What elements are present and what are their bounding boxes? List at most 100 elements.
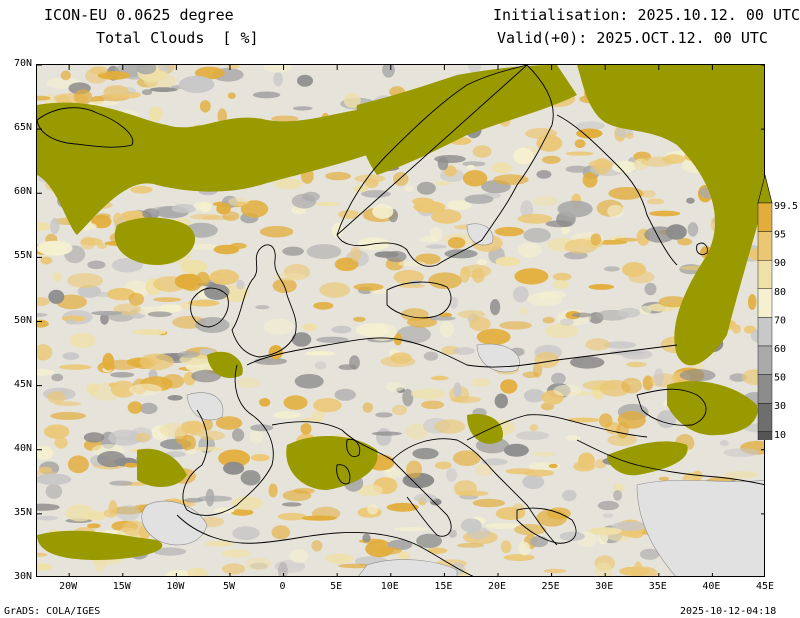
cloud-cell [444, 249, 478, 259]
cloud-cell [54, 401, 82, 407]
initialisation-time: Initialisation: 2025.10.12. 00 UTC [493, 6, 800, 24]
colorbar-swatches: 99.5 95 90 80 70 60 50 30 10 [757, 174, 798, 461]
cloud-cell [439, 321, 454, 338]
cloud-cell [289, 549, 309, 564]
cloud-cell [613, 483, 625, 493]
cloud-cell [240, 200, 269, 218]
cloud-cell [122, 520, 146, 536]
cloud-cell [499, 321, 532, 330]
cloud-cell [427, 547, 448, 554]
colorbar-label: 95 [774, 230, 786, 241]
overcast-areas [37, 65, 764, 560]
cloud-cell [110, 372, 135, 378]
cloud-cell [37, 503, 60, 511]
cloud-cell [576, 121, 606, 130]
cloud-cell [153, 297, 182, 302]
cloud-cell [254, 357, 287, 365]
cloud-cell [391, 404, 408, 416]
lat-tick-label: 50N [13, 314, 32, 326]
cloud-cell [319, 282, 351, 298]
cloud-cell [367, 503, 379, 515]
cloud-cell [551, 372, 566, 385]
cloud-cell [495, 507, 526, 520]
cloud-cell [249, 429, 264, 444]
cloud-cell [87, 523, 101, 529]
colorbar-label: 70 [774, 315, 786, 326]
cloud-cell [476, 328, 511, 346]
cloud-cell [51, 373, 64, 382]
cloud-cell [585, 338, 611, 351]
cloud-cell [353, 316, 366, 322]
cloud-cell [157, 65, 168, 72]
cloud-cell [517, 242, 542, 258]
lat-tick-label: 60N [13, 186, 32, 198]
cloud-cell [450, 396, 481, 404]
cloud-cell [40, 256, 53, 265]
cloud-cell [113, 212, 123, 226]
cloud-cell [625, 361, 647, 368]
cloud-cell [603, 341, 637, 349]
colorbar-swatch [757, 402, 773, 432]
cloud-cell [199, 348, 212, 355]
cloud-cell [527, 292, 563, 307]
colorbar-swatch [757, 202, 773, 232]
cloud-cell [429, 316, 456, 321]
cloud-cell [43, 424, 70, 439]
cloud-cell [582, 172, 598, 188]
colorbar-label: 50 [774, 373, 786, 384]
cloud-cell [603, 266, 620, 272]
cloud-cell [204, 541, 235, 547]
cloud-cell [130, 185, 153, 194]
cloud-cell [536, 134, 563, 152]
cloud-cell [469, 317, 491, 332]
lon-tick-label: 25E [541, 581, 560, 592]
cloud-cell [314, 361, 327, 370]
cloud-cell [291, 332, 312, 347]
cloud-cell [361, 190, 391, 198]
cloud-cell [448, 529, 457, 538]
cloud-cell [311, 540, 323, 552]
cloud-cell [353, 283, 384, 291]
cloud-cell [282, 489, 312, 502]
colorbar-swatch [757, 345, 773, 375]
cloud-cell [37, 344, 53, 361]
cloud-cell [530, 536, 549, 548]
cloud-cell [423, 351, 439, 361]
cloud-cell [67, 273, 104, 289]
cloud-cell [490, 299, 501, 316]
cloud-cell [571, 312, 592, 318]
cloud-cell [68, 332, 96, 348]
cloud-cell [297, 74, 313, 87]
colorbar-swatch [757, 288, 773, 318]
cloud-cell [406, 460, 423, 479]
cloud-cell [148, 106, 163, 122]
cloud-cell [621, 377, 642, 394]
cloud-cell [217, 108, 227, 124]
cloud-cell [141, 89, 153, 96]
colorbar-swatch [757, 259, 773, 289]
cloud-cell [621, 349, 653, 360]
cloud-cell [180, 420, 202, 434]
cloud-cell [205, 488, 215, 507]
cloud-cell [87, 260, 106, 270]
cloud-cell [656, 410, 677, 429]
cloud-cell [471, 268, 485, 283]
cloud-cell [129, 383, 163, 396]
cloud-cell [472, 498, 505, 508]
cloud-cell [171, 203, 197, 214]
cloud-cell [405, 423, 429, 440]
cloud-cell [434, 419, 466, 434]
cloud-cell [386, 502, 419, 512]
cloud-cell [149, 87, 178, 92]
colorbar-swatch [757, 431, 773, 461]
cloud-cell [536, 170, 552, 179]
cloud-cell [578, 452, 595, 470]
coastlines [37, 65, 764, 576]
cloud-cell [590, 233, 602, 246]
cloud-cell [174, 273, 199, 289]
cloud-cell [462, 161, 486, 167]
cloud-cell [90, 66, 108, 75]
cloud-cell [455, 490, 489, 497]
cloud-cell [646, 198, 665, 205]
cloud-cell [59, 364, 92, 370]
